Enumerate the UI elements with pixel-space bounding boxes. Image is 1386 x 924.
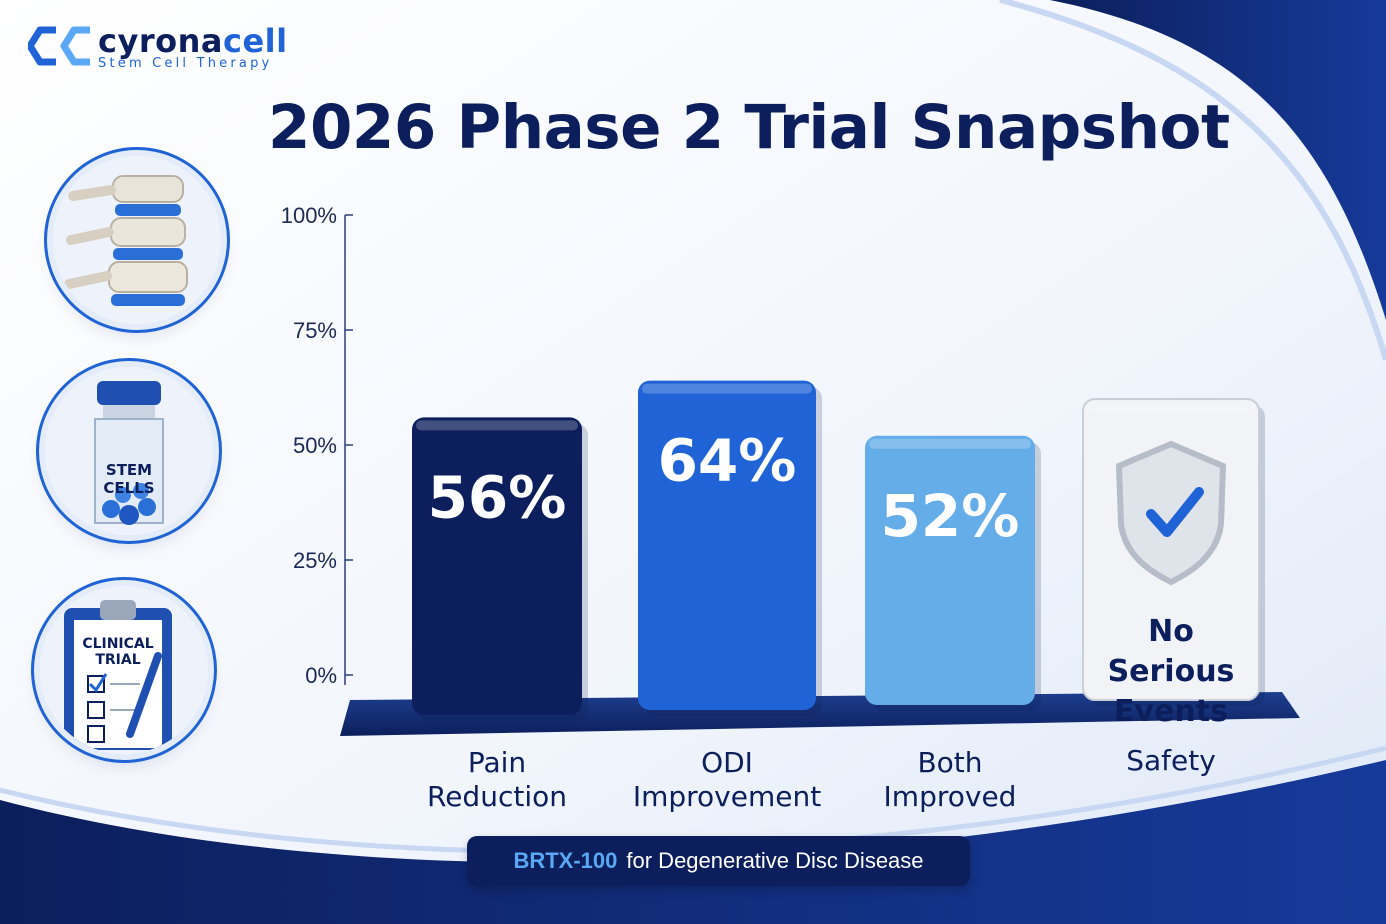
brand-name: cyronacell [98,24,288,58]
vial-label-line2: CELLS [103,479,154,497]
vial-label-line1: STEM [106,461,152,479]
spine-icon [53,156,221,324]
footer-text: for Degenerative Disc Disease [626,848,924,873]
logo-mark-icon [28,26,90,66]
y-tick-label: 100% [281,203,337,228]
footer-brand: BRTX-100 [513,848,618,873]
footer-banner: BRTX-100 for Degenerative Disc Disease [467,836,970,886]
bar-value-label: 56% [428,463,567,531]
x-category-label: Improvement [633,780,821,813]
bar-highlight [869,438,1031,449]
bar-3 [865,435,1041,711]
bar-highlight [1087,402,1255,412]
y-tick-label: 25% [293,548,337,573]
bar-body [412,417,582,715]
brand-name-part1: cyrona [98,22,223,60]
bar-1 [412,417,588,721]
page-title: 2026 Phase 2 Trial Snapshot [268,92,1230,163]
clipboard-label-line1: CLINICAL [82,636,153,652]
clipboard-icon-circle: CLINICAL TRIAL [40,586,208,754]
vial-icon-circle: STEM CELLS [45,367,213,535]
vial-icon: STEM CELLS [45,367,213,535]
shield-check-icon [1115,440,1227,586]
bar-highlight [416,420,578,431]
safety-label-line: Events [1114,694,1228,729]
spine-icon-circle [53,156,221,324]
bar-highlight [642,383,812,394]
x-category-label: Pain [468,746,526,779]
x-category-label: Improved [884,780,1017,813]
y-tick-label: 75% [293,318,337,343]
clipboard-icon: CLINICAL TRIAL [40,586,208,754]
x-category-label: ODI [701,746,753,779]
safety-label-line: Serious [1108,654,1235,689]
y-tick-label: 50% [293,433,337,458]
bar-value-label: 64% [658,427,797,495]
y-tick-label: 0% [305,663,337,688]
brand-tagline: Stem Cell Therapy [98,56,273,71]
x-category-label: Both [917,746,982,779]
clipboard-label-line2: TRIAL [95,652,140,668]
brand-logo: cyronacell Stem Cell Therapy [28,24,288,71]
brand-name-part2: cell [222,22,288,60]
x-category-label: Safety [1126,744,1216,777]
bar-value-label: 52% [881,482,1020,550]
bar-body [638,380,816,710]
bar-2 [638,380,822,716]
safety-label-line: No [1148,614,1194,649]
bar-body [865,435,1035,705]
x-category-label: Reduction [427,780,567,813]
